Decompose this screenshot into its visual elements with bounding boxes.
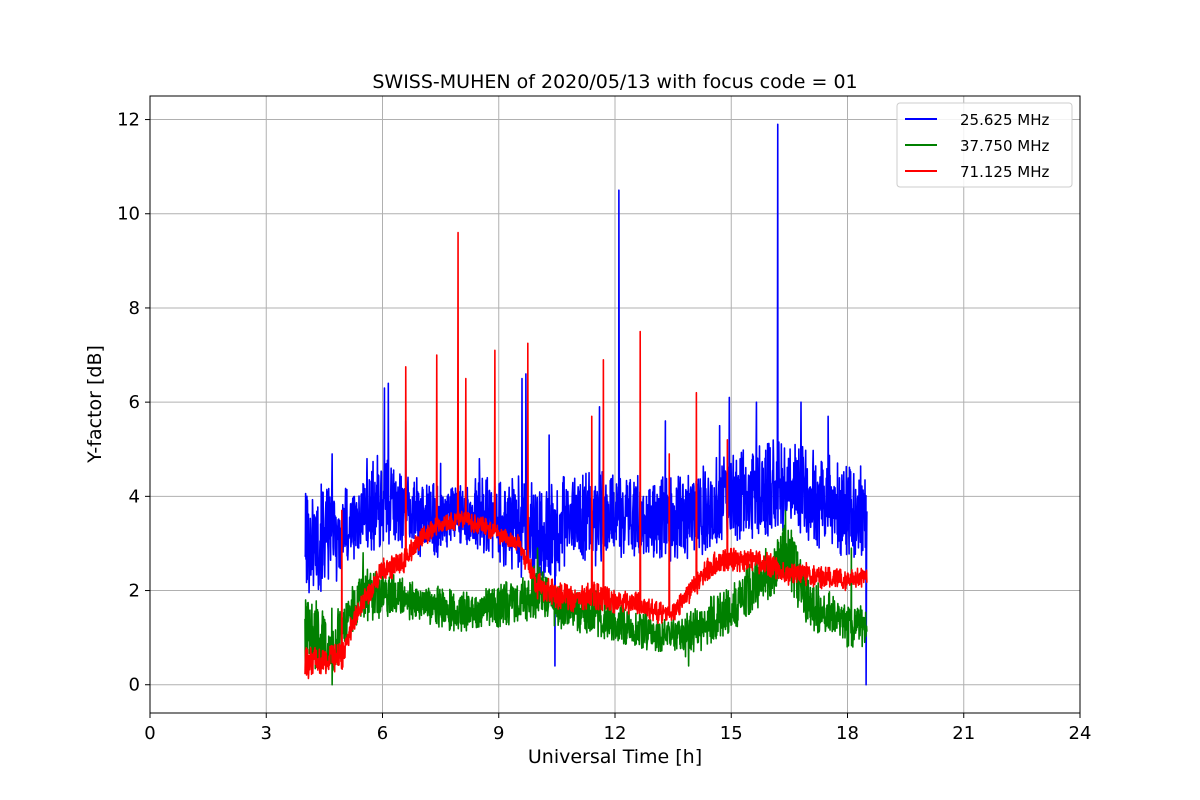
y-tick-label: 10: [117, 204, 140, 225]
x-tick-label: 9: [493, 723, 504, 744]
series-layer: [304, 123, 868, 686]
series-line-25625: [304, 123, 868, 686]
x-tick-label: 6: [377, 723, 388, 744]
y-axis-ticks: 0 2 4 6 8 10 12: [117, 110, 150, 696]
y-tick-label: 2: [129, 581, 140, 602]
x-tick-label: 0: [144, 723, 155, 744]
x-tick-label: 18: [836, 723, 859, 744]
x-tick-label: 24: [1069, 723, 1092, 744]
y-tick-label: 4: [129, 486, 140, 507]
y-tick-label: 0: [129, 675, 140, 696]
chart-title: SWISS-MUHEN of 2020/05/13 with focus cod…: [372, 71, 857, 93]
y-tick-label: 12: [117, 110, 140, 131]
x-tick-label: 15: [720, 723, 743, 744]
y-axis-label: Y-factor [dB]: [84, 345, 106, 464]
legend-label-37750: 37.750 MHz: [960, 137, 1049, 155]
x-tick-label: 3: [261, 723, 272, 744]
legend: 25.625 MHz 37.750 MHz 71.125 MHz: [896, 102, 1073, 188]
legend-label-25625: 25.625 MHz: [960, 111, 1049, 129]
x-axis-label: Universal Time [h]: [528, 746, 702, 768]
y-tick-label: 6: [129, 392, 140, 413]
x-tick-label: 12: [604, 723, 627, 744]
series-line-71125: [304, 231, 868, 680]
legend-box: [896, 102, 1073, 188]
x-tick-label: 21: [952, 723, 975, 744]
legend-label-71125: 71.125 MHz: [960, 163, 1049, 181]
y-tick-label: 8: [129, 298, 140, 319]
x-axis-ticks: 0 3 6 9 12 15 18 21 24: [144, 713, 1091, 744]
